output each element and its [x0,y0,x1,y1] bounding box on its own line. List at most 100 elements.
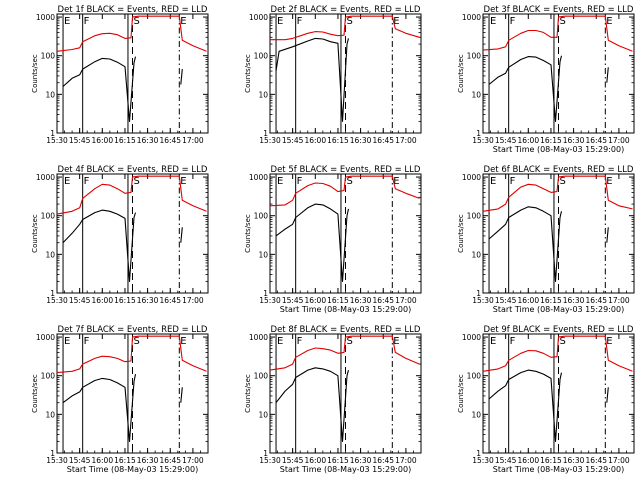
event-marker-label: E [277,336,283,347]
y-tick-label: 1 [476,449,481,458]
x-tick-label: 16:30 [350,136,372,145]
x-tick-label: 15:30 [472,136,494,145]
y-tick-label: 1 [263,289,268,298]
x-tick-label: 16:00 [91,136,113,145]
event-marker-label: E [490,176,496,187]
event-marker-label: E [490,336,496,347]
x-tick-label: 17:00 [395,456,417,465]
panel-9: Det 9f BLACK = Events, RED = LLD 1 10 100 10… [457,325,635,474]
panel-3: Det 3f BLACK = Events, RED = LLD 1 10 100 10… [457,5,635,154]
series-line [180,227,183,243]
y-tick-label: 100 [41,372,56,381]
panel-title: Det 2f BLACK = Events, RED = LLD [271,5,421,15]
series-line [488,369,563,442]
x-tick-label: 15:45 [69,296,91,305]
x-tick-label: 16:15 [540,296,562,305]
panel-title: Det 8f BLACK = Events, RED = LLD [271,325,421,335]
panel-title: Det 3f BLACK = Events, RED = LLD [484,5,634,15]
series-line [56,175,207,215]
event-marker-label: E [606,336,612,347]
panel-2: Det 2f BLACK = Events, RED = LLD 1 10 100 10… [244,5,422,145]
x-tick-label: 17:00 [182,296,204,305]
y-axis-label: Counts/sec [244,374,252,413]
series-line [606,67,609,83]
x-tick-label: 17:00 [395,136,417,145]
x-tick-label: 17:00 [182,456,204,465]
event-marker-label: F [297,336,303,347]
series-line [275,37,350,122]
event-marker-label: S [560,336,566,347]
event-marker-label: E [393,336,399,347]
y-tick-label: 10 [471,90,481,99]
x-tick-label: 16:45 [372,296,394,305]
x-tick-label: 15:30 [46,136,68,145]
event-marker-label: E [393,16,399,27]
x-tick-label: 16:45 [372,456,394,465]
event-marker-label: S [347,16,353,27]
y-tick-label: 100 [254,212,269,221]
x-tick-label: 15:45 [495,296,517,305]
event-marker-label: S [560,176,566,187]
x-tick-label: 17:00 [608,296,630,305]
y-tick-label: 10 [258,90,268,99]
event-marker-label: F [510,336,516,347]
event-marker-label: E [490,16,496,27]
x-tick-label: 17:00 [608,456,630,465]
panel-title: Det 1f BLACK = Events, RED = LLD [58,5,208,15]
series-line [482,175,633,212]
x-tick-label: 16:30 [563,456,585,465]
y-tick-label: 1 [50,129,55,138]
event-marker-label: E [606,176,612,187]
event-marker-label: F [84,176,90,187]
event-marker-label: S [134,336,140,347]
y-axis-label: Counts/sec [31,54,39,93]
x-tick-label: 15:45 [69,136,91,145]
y-tick-label: 1000 [249,173,268,182]
panel-title: Det 5f BLACK = Events, RED = LLD [271,165,421,175]
x-axis-label: Start Time (08-May-03 15:29:00) [493,465,624,474]
x-tick-label: 16:15 [540,456,562,465]
event-marker-label: F [84,336,90,347]
y-tick-label: 1000 [36,333,55,342]
x-tick-label: 16:30 [563,136,585,145]
event-marker-label: S [347,336,353,347]
event-marker-label: F [510,16,516,27]
y-axis-label: Counts/sec [457,374,465,413]
x-tick-label: 15:45 [282,296,304,305]
event-marker-label: E [64,336,70,347]
series-line [482,15,633,52]
event-marker-label: E [180,16,186,27]
x-tick-label: 15:45 [69,456,91,465]
event-marker-label: F [297,176,303,187]
x-tick-label: 16:45 [585,136,607,145]
y-tick-label: 10 [471,410,481,419]
y-tick-label: 100 [254,52,269,61]
y-axis-label: Counts/sec [457,214,465,253]
x-tick-label: 16:30 [350,296,372,305]
x-tick-label: 15:30 [472,456,494,465]
series-line [62,56,137,122]
event-marker-label: E [64,16,70,27]
series-line [488,206,563,282]
event-marker-label: S [134,176,140,187]
panel-8: Det 8f BLACK = Events, RED = LLD 1 10 100 10… [244,325,422,474]
x-tick-label: 15:30 [46,296,68,305]
y-tick-label: 1000 [462,173,481,182]
event-marker-label: E [277,16,283,27]
x-tick-label: 16:00 [91,456,113,465]
x-tick-label: 17:00 [395,296,417,305]
y-tick-label: 10 [471,250,481,259]
series-line [269,335,420,371]
series-line [275,367,350,442]
series-line [180,387,183,403]
x-tick-label: 16:45 [159,296,181,305]
x-tick-label: 16:45 [372,136,394,145]
x-tick-label: 16:30 [563,296,585,305]
x-tick-label: 15:45 [495,456,517,465]
y-tick-label: 1000 [249,333,268,342]
x-tick-label: 15:30 [259,136,281,145]
series-line [275,203,350,282]
x-tick-label: 15:45 [495,136,517,145]
